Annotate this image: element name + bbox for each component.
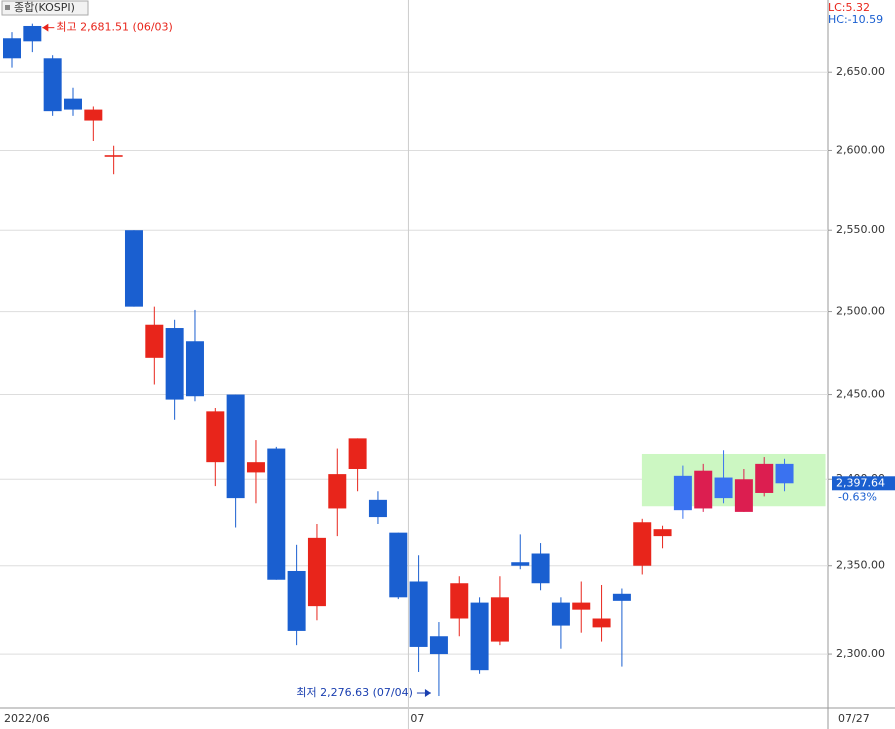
candle-body: [104, 155, 123, 157]
candle-body: [267, 448, 286, 580]
candle-body: [653, 529, 672, 537]
y-tick-label: 2,500.00: [836, 305, 885, 318]
candle-body: [307, 537, 326, 607]
candle-body: [612, 593, 631, 601]
last-date: 07/27: [838, 712, 870, 725]
annotation-arrowhead: [42, 23, 49, 32]
price-tag: [832, 476, 895, 491]
chart-title: 종합(KOSPI): [14, 1, 75, 14]
highlight-box: [641, 453, 826, 507]
candle-body: [84, 109, 103, 121]
candle-body: [43, 58, 62, 112]
title-box: [1, 0, 89, 16]
candle-body: [287, 570, 306, 631]
candle-body: [694, 470, 713, 509]
candle-body: [165, 328, 184, 400]
candle-body: [429, 636, 448, 655]
y-tick-label: 2,550.00: [836, 223, 885, 236]
candle-body: [572, 602, 591, 610]
candle-body: [185, 341, 204, 397]
candle-body: [3, 38, 21, 59]
low-annotation: 최저 2,276.63 (07/04): [296, 686, 413, 699]
candle-body: [470, 602, 489, 671]
candle-body: [124, 230, 143, 307]
y-tick-label: 2,600.00: [836, 143, 885, 156]
x-tick-label: 2022/06: [4, 712, 50, 725]
candle-body: [592, 618, 611, 628]
x-tick-label: 07: [410, 712, 424, 725]
candle-body: [206, 411, 225, 463]
y-tick-label: 2,450.00: [836, 388, 885, 401]
candle-body: [673, 475, 692, 511]
candle-body: [450, 583, 469, 619]
price-tag-label: 2,397.64: [836, 476, 885, 489]
title-icon: [5, 5, 10, 10]
lc-label: LC:5.32: [828, 1, 870, 14]
candle-body: [348, 438, 367, 469]
marks: [3, 23, 826, 697]
candle-body: [226, 394, 245, 499]
candle-body: [490, 597, 509, 642]
candle-body: [409, 581, 428, 647]
hc-label: HC:-10.59: [828, 13, 883, 26]
change-label: -0.63%: [838, 490, 877, 503]
candle-body: [775, 463, 794, 484]
y-tick-label: 2,300.00: [836, 647, 885, 660]
candle-body: [531, 553, 550, 584]
annotation-arrowhead: [424, 689, 431, 698]
candle-body: [368, 499, 387, 518]
candle-body: [511, 562, 530, 566]
candle-body: [755, 463, 774, 493]
candle-body: [734, 479, 753, 512]
candle-body: [714, 477, 733, 499]
candle-body: [633, 522, 652, 566]
candle-body: [328, 474, 347, 509]
y-tick-label: 2,650.00: [836, 65, 885, 78]
candle-body: [23, 25, 42, 42]
candle-body: [246, 462, 265, 473]
high-annotation: 최고 2,681.51 (06/03): [56, 21, 173, 34]
candle-body: [145, 324, 164, 358]
y-tick-label: 2,350.00: [836, 559, 885, 572]
candle-body: [63, 98, 82, 110]
candle-body: [389, 532, 408, 598]
candle-body: [551, 602, 570, 626]
